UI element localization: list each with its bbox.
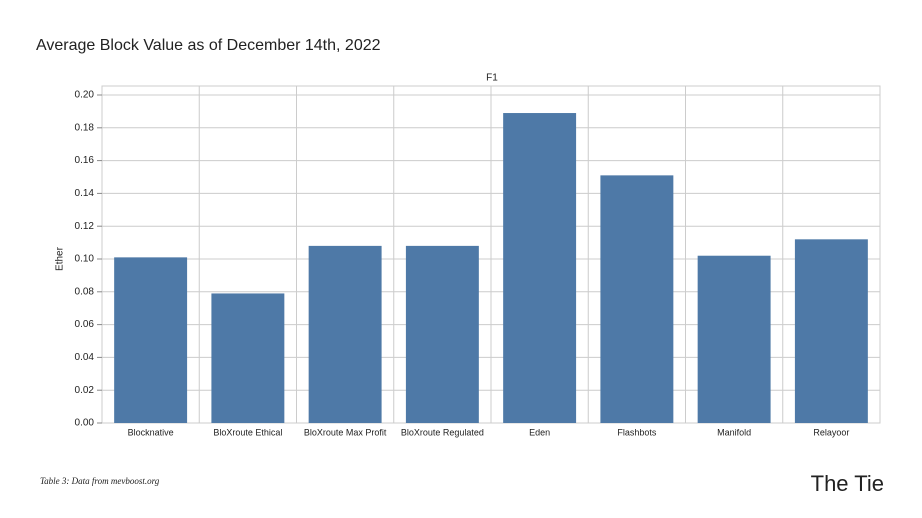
y-tick-label: 0.00 bbox=[75, 418, 95, 429]
y-tick-label: 0.16 bbox=[75, 155, 95, 166]
chart-title: Average Block Value as of December 14th,… bbox=[36, 37, 381, 54]
y-tick-label: 0.06 bbox=[75, 319, 95, 330]
x-tick-label: Relayoor bbox=[813, 427, 849, 437]
x-tick-label: Manifold bbox=[717, 427, 751, 437]
bar bbox=[503, 113, 577, 423]
x-tick-label: Eden bbox=[529, 427, 550, 437]
caption: Table 3: Data from mevboost.org bbox=[40, 476, 160, 486]
x-tick-label: Flashbots bbox=[617, 427, 657, 437]
y-tick-label: 0.20 bbox=[75, 90, 95, 101]
y-tick-label: 0.08 bbox=[75, 286, 95, 297]
y-tick-label: 0.12 bbox=[75, 221, 95, 232]
bar bbox=[794, 239, 868, 423]
y-tick-label: 0.04 bbox=[75, 352, 95, 363]
y-tick-label: 0.18 bbox=[75, 122, 95, 133]
logo: The Tie bbox=[811, 471, 884, 496]
y-tick-label: 0.14 bbox=[75, 188, 95, 199]
y-tick-label: 0.10 bbox=[75, 254, 95, 265]
bar bbox=[211, 293, 285, 423]
x-tick-label: BloXroute Ethical bbox=[213, 427, 282, 437]
y-tick-label: 0.02 bbox=[75, 385, 95, 396]
x-tick-label: Blocknative bbox=[128, 427, 174, 437]
bar bbox=[697, 255, 771, 423]
bar bbox=[405, 245, 479, 423]
y-axis-label: Ether bbox=[55, 246, 66, 271]
x-tick-label: BloXroute Regulated bbox=[401, 427, 484, 437]
x-tick-label: BloXroute Max Profit bbox=[304, 427, 387, 437]
facet-label: F1 bbox=[486, 73, 498, 84]
bar bbox=[308, 245, 382, 423]
bar bbox=[600, 175, 674, 423]
bar bbox=[114, 257, 188, 423]
